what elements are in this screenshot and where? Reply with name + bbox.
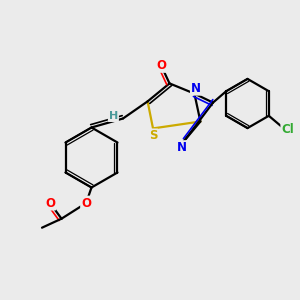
Text: H: H	[109, 111, 118, 121]
Text: N: N	[191, 82, 201, 95]
Text: N: N	[177, 141, 187, 154]
Text: O: O	[156, 59, 166, 72]
Text: S: S	[149, 129, 157, 142]
Text: O: O	[45, 196, 55, 210]
Text: Cl: Cl	[281, 123, 294, 136]
Text: O: O	[81, 196, 91, 210]
